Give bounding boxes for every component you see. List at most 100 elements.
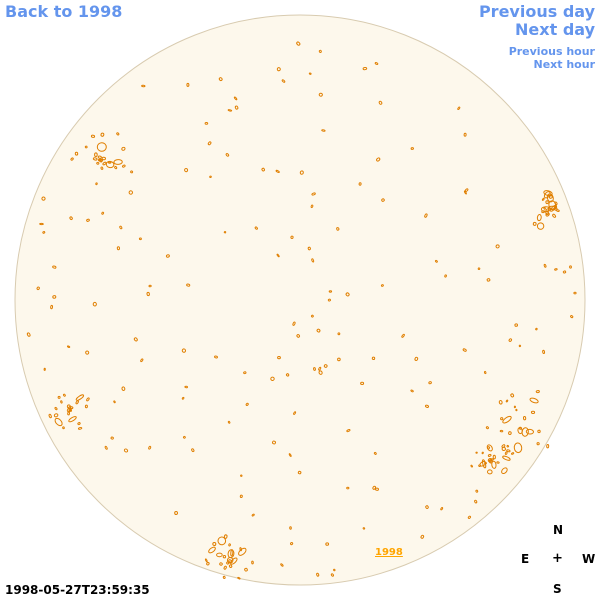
contour-speck (316, 572, 320, 577)
contour-speck (181, 348, 187, 353)
contour-speck (424, 213, 428, 218)
contour-speck (280, 563, 284, 567)
contour-speck (506, 444, 510, 448)
contour-speck (204, 121, 209, 125)
contour-speck (487, 458, 493, 463)
contour-speck (358, 182, 362, 186)
contour-speck (184, 168, 189, 173)
contour-speck (101, 211, 105, 215)
contour-speck (54, 406, 58, 411)
contour-speck (119, 225, 123, 230)
contour-speck (41, 196, 46, 201)
contour-speck (52, 295, 57, 299)
contour-speck (316, 328, 321, 333)
contour-speck (543, 190, 553, 197)
contour-speck (207, 141, 212, 146)
contour-speck (234, 105, 239, 110)
contour-speck (85, 350, 90, 355)
contour-speck (281, 79, 286, 83)
contour-speck (525, 428, 534, 435)
contour-speck (217, 536, 227, 546)
contour-speck (552, 213, 557, 218)
contour-speck (546, 193, 554, 203)
contour-speck (569, 265, 572, 269)
contour-speck (492, 454, 496, 460)
contour-speck (36, 286, 40, 291)
contour-speck (146, 291, 150, 297)
contour-speck (100, 166, 104, 170)
contour-speck (292, 321, 296, 326)
contour-speck (181, 396, 185, 400)
contour-speck (86, 397, 90, 402)
contour-speck (66, 345, 71, 348)
contour-speck (94, 152, 98, 157)
contour-speck (62, 426, 65, 430)
contour-speck (318, 366, 322, 371)
contour-speck (328, 290, 333, 293)
previous-day-link[interactable]: Previous day (478, 2, 595, 21)
contour-speck (77, 426, 83, 430)
contour-speck (530, 410, 536, 415)
contour-speck (346, 429, 351, 433)
contour-speck (296, 41, 301, 46)
contour-speck (330, 573, 334, 577)
contour-speck (222, 555, 227, 559)
contour-speck (228, 543, 231, 547)
contour-speck (225, 153, 230, 157)
contour-speck (310, 204, 314, 209)
contour-speck (133, 337, 138, 342)
contour-speck (96, 142, 107, 152)
contour-speck (529, 397, 539, 404)
contour-speck (121, 386, 126, 391)
next-day-link[interactable]: Next day (515, 20, 595, 39)
contour-speck (245, 402, 249, 406)
contour-speck (96, 161, 100, 165)
contour-speck (477, 267, 481, 271)
next-hour-link[interactable]: Next hour (533, 58, 596, 71)
contour-speck (128, 190, 133, 195)
contour-speck (360, 381, 365, 386)
year-marker-link[interactable]: 1998 (375, 547, 403, 558)
contour-speck (254, 226, 258, 230)
contour-speck (475, 451, 478, 454)
contour-speck (114, 165, 118, 170)
contour-speck (209, 175, 212, 179)
contour-speck (140, 358, 144, 363)
contour-speck (513, 442, 523, 454)
contour-speck (345, 292, 350, 297)
contour-speck (60, 400, 63, 404)
compass-north-label: N (553, 523, 564, 537)
contour-speck (227, 549, 235, 559)
contour-speck (346, 486, 350, 490)
contour-speck (121, 146, 126, 151)
contour-speck (457, 106, 461, 111)
contour-speck (479, 461, 487, 467)
contour-speck (517, 427, 523, 435)
contour-speck (288, 453, 292, 458)
contour-speck (376, 157, 381, 162)
contour-speck (105, 160, 115, 169)
contour-speck (414, 356, 419, 361)
contour-speck (545, 208, 550, 212)
contour-speck (238, 547, 247, 556)
contour-speck (84, 145, 88, 149)
contour-speck (514, 323, 518, 327)
contour-speck (216, 552, 223, 558)
contour-speck (95, 182, 98, 186)
contour-speck (148, 445, 152, 450)
contour-speck (240, 474, 243, 477)
contour-speck (90, 134, 96, 138)
contour-speck (378, 100, 383, 105)
previous-hour-link[interactable]: Previous hour (508, 45, 595, 58)
contour-speck (276, 67, 281, 72)
contour-speck (62, 393, 66, 397)
contour-speck (553, 206, 558, 211)
back-to-year-link[interactable]: Back to 1998 (5, 2, 123, 21)
contour-speck (535, 327, 538, 331)
contour-speck (75, 394, 85, 401)
contour-speck (499, 429, 504, 433)
contour-speck (318, 49, 322, 53)
compass-south-label: S (553, 582, 562, 596)
contour-speck (52, 265, 57, 269)
